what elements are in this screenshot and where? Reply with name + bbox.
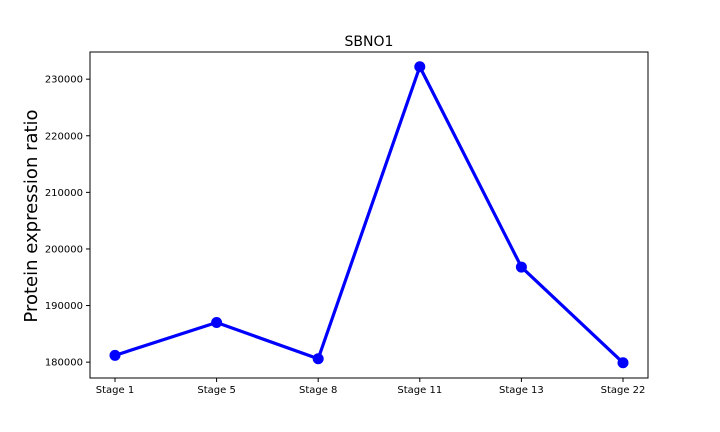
data-point	[211, 317, 223, 329]
data-point	[109, 349, 121, 361]
x-tick-label: Stage 13	[499, 385, 544, 396]
x-tick-label: Stage 11	[397, 385, 442, 396]
data-point	[617, 357, 629, 369]
y-tick-label: 230000	[45, 75, 83, 86]
x-tick-label: Stage 8	[299, 385, 337, 396]
x-tick-label: Stage 5	[197, 385, 235, 396]
y-tick-label: 210000	[45, 188, 83, 199]
y-tick-label: 180000	[45, 358, 83, 369]
series-line	[114, 65, 625, 364]
series-layer	[109, 61, 629, 369]
plot-frame	[89, 51, 649, 379]
x-axis: Stage 1 Stage 5 Stage 8 Stage 11 Stage 13 Sta…	[96, 378, 646, 396]
chart-title: SBNO1	[345, 34, 394, 50]
y-axis-label: Protein expression ratio	[21, 109, 42, 322]
data-point	[515, 261, 527, 273]
x-tick-label: Stage 22	[601, 385, 646, 396]
y-tick-label: 220000	[45, 131, 83, 142]
y-axis: 180000 190000 200000 210000 220000 230000	[45, 75, 90, 369]
y-tick-label: 190000	[45, 301, 83, 312]
x-tick-label: Stage 1	[96, 385, 134, 396]
data-point	[414, 61, 426, 73]
data-point	[312, 353, 324, 365]
y-tick-label: 200000	[45, 244, 83, 255]
